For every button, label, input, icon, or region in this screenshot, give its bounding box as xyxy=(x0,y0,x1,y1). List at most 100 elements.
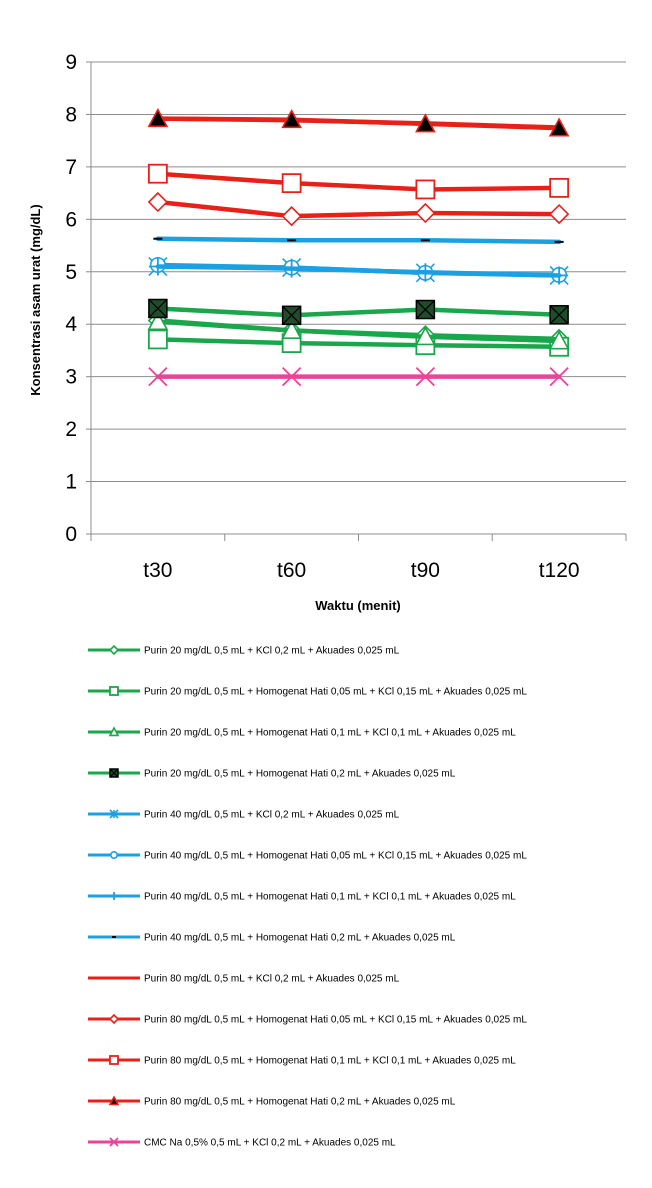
legend-label: Purin 80 mg/dL 0,5 mL + KCl 0,2 mL + Aku… xyxy=(144,974,400,985)
legend-label: Purin 40 mg/dL 0,5 mL + Homogenat Hati 0… xyxy=(144,851,527,862)
legend-label: Purin 20 mg/dL 0,5 mL + KCl 0,2 mL + Aku… xyxy=(144,646,400,657)
y-tick-label: 5 xyxy=(65,261,77,284)
legend-item-9: Purin 80 mg/dL 0,5 mL + KCl 0,2 mL + Aku… xyxy=(88,974,400,985)
data-point-marker xyxy=(109,1137,119,1147)
x-tick-label: t120 xyxy=(539,559,580,582)
legend-item-6: Purin 40 mg/dL 0,5 mL + Homogenat Hati 0… xyxy=(88,851,527,862)
y-tick-label: 3 xyxy=(65,366,77,389)
legend: Purin 20 mg/dL 0,5 mL + KCl 0,2 mL + Aku… xyxy=(88,644,527,1149)
series-7 xyxy=(148,257,569,285)
legend-item-11: Purin 80 mg/dL 0,5 mL + Homogenat Hati 0… xyxy=(88,1055,516,1067)
data-point-marker xyxy=(110,892,118,900)
legend-item-5: Purin 40 mg/dL 0,5 mL + KCl 0,2 mL + Aku… xyxy=(88,809,400,821)
y-tick-label: 2 xyxy=(65,418,77,441)
legend-label: Purin 20 mg/dL 0,5 mL + Homogenat Hati 0… xyxy=(144,687,527,698)
data-point-marker xyxy=(281,367,302,387)
data-point-marker xyxy=(147,107,169,128)
series-lines xyxy=(147,107,570,387)
legend-label: Purin 40 mg/dL 0,5 mL + KCl 0,2 mL + Aku… xyxy=(144,810,400,821)
y-tick-label: 6 xyxy=(65,208,77,231)
tick-labels: 0 1 2 3 4 5 6 7 8 9 t30 t60 t90 t120 xyxy=(65,51,579,582)
data-point-marker xyxy=(147,329,168,350)
legend-item-2: Purin 20 mg/dL 0,5 mL + Homogenat Hati 0… xyxy=(88,686,527,698)
x-tick-label: t30 xyxy=(143,559,172,582)
series-line xyxy=(155,319,562,344)
data-point-marker xyxy=(108,726,120,737)
series-13 xyxy=(148,367,569,387)
data-point-marker xyxy=(281,109,302,129)
legend-label: Purin 80 mg/dL 0,5 mL + Homogenat Hati 0… xyxy=(144,1097,456,1108)
data-point-marker xyxy=(548,203,570,225)
data-point-marker xyxy=(147,163,168,184)
series-line xyxy=(155,116,562,131)
data-point-marker xyxy=(548,117,570,137)
y-tick-label: 9 xyxy=(65,51,77,74)
y-tick-label: 4 xyxy=(65,313,77,336)
data-point-marker xyxy=(415,179,436,200)
series-4 xyxy=(148,298,569,326)
data-point-marker-cross xyxy=(148,299,168,318)
data-point-marker xyxy=(108,1013,120,1025)
legend-label: Purin 20 mg/dL 0,5 mL + Homogenat Hati 0… xyxy=(144,728,516,739)
data-point-marker xyxy=(108,644,120,656)
legend-label: Purin 80 mg/dL 0,5 mL + Homogenat Hati 0… xyxy=(144,1015,527,1026)
data-point-marker xyxy=(415,113,436,133)
data-point-marker-cross xyxy=(109,768,119,778)
axes xyxy=(86,61,627,541)
y-tick-label: 8 xyxy=(65,103,77,126)
series-line xyxy=(155,171,562,192)
series-line xyxy=(155,306,562,318)
series-3 xyxy=(147,310,570,350)
legend-item-13: CMC Na 0,5% 0,5 mL + KCl 0,2 mL + Akuade… xyxy=(88,1137,396,1149)
series-12 xyxy=(147,107,570,137)
data-point-marker xyxy=(281,173,302,194)
data-point-marker xyxy=(549,177,570,198)
legend-item-7: Purin 40 mg/dL 0,5 mL + Homogenat Hati 0… xyxy=(88,892,516,903)
legend-label: Purin 40 mg/dL 0,5 mL + Homogenat Hati 0… xyxy=(144,892,516,903)
x-tick-label: t60 xyxy=(277,559,306,582)
legend-label: CMC Na 0,5% 0,5 mL + KCl 0,2 mL + Akuade… xyxy=(144,1138,396,1149)
data-point-marker xyxy=(109,686,119,696)
legend-item-12: Purin 80 mg/dL 0,5 mL + Homogenat Hati 0… xyxy=(88,1095,456,1108)
x-axis-title: Waktu (menit) xyxy=(315,598,400,613)
series-8 xyxy=(153,236,564,245)
legend-item-1: Purin 20 mg/dL 0,5 mL + KCl 0,2 mL + Aku… xyxy=(88,644,400,657)
series-line xyxy=(155,236,562,245)
data-point-marker xyxy=(110,850,119,859)
data-point-marker xyxy=(415,367,436,387)
data-point-marker xyxy=(550,266,569,285)
data-point-marker xyxy=(549,367,569,387)
data-point-marker xyxy=(148,367,168,387)
legend-label: Purin 80 mg/dL 0,5 mL + Homogenat Hati 0… xyxy=(144,1056,516,1067)
data-point-marker xyxy=(147,191,169,213)
series-line xyxy=(155,264,562,278)
legend-label: Purin 20 mg/dL 0,5 mL + Homogenat Hati 0… xyxy=(144,769,456,780)
legend-item-3: Purin 20 mg/dL 0,5 mL + Homogenat Hati 0… xyxy=(88,726,516,739)
data-point-marker xyxy=(147,310,169,331)
legend-item-10: Purin 80 mg/dL 0,5 mL + Homogenat Hati 0… xyxy=(88,1013,527,1026)
data-point-marker-cross xyxy=(282,305,302,325)
data-point-marker xyxy=(281,206,302,227)
y-tick-label: 1 xyxy=(65,471,77,494)
series-line xyxy=(155,199,562,219)
y-tick-label: 0 xyxy=(65,523,77,546)
data-point-marker xyxy=(108,1095,120,1106)
data-point-marker xyxy=(281,319,302,339)
series-line xyxy=(155,318,562,342)
legend-item-4: Purin 20 mg/dL 0,5 mL + Homogenat Hati 0… xyxy=(88,768,456,780)
data-point-marker xyxy=(415,326,436,346)
series-line xyxy=(155,337,562,350)
legend-item-8: Purin 40 mg/dL 0,5 mL + Homogenat Hati 0… xyxy=(88,933,456,944)
data-point-marker xyxy=(548,330,570,350)
data-point-marker xyxy=(109,809,119,819)
data-point-marker xyxy=(415,202,436,224)
data-point-marker xyxy=(282,259,301,278)
series-10 xyxy=(147,191,570,227)
data-point-marker xyxy=(416,263,435,282)
data-point-marker xyxy=(109,1055,119,1065)
legend-label: Purin 40 mg/dL 0,5 mL + Homogenat Hati 0… xyxy=(144,933,456,944)
data-point-marker-cross xyxy=(549,305,569,325)
series-11 xyxy=(147,163,570,200)
